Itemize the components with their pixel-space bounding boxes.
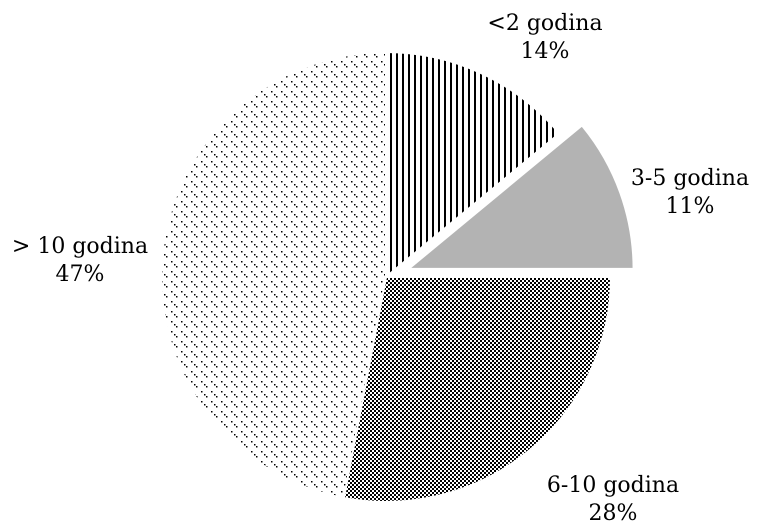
pie-slice-2	[405, 124, 635, 270]
slice-value-label-4: 47%	[56, 262, 105, 287]
slice-value-label-2: 11%	[666, 194, 715, 219]
slice-value-label-3: 28%	[589, 501, 638, 523]
slice-label-1: <2 godina	[487, 11, 602, 36]
slice-label-4: > 10 godina	[12, 234, 148, 259]
pie-slice-3	[342, 276, 613, 503]
slice-label-2: 3-5 godina	[631, 166, 749, 191]
pie-labels: <2 godina 14% 3-5 godina 11% 6-10 godina 28% >…	[12, 11, 749, 523]
pie-slice-4	[160, 50, 387, 500]
slice-label-3: 6-10 godina	[547, 473, 679, 498]
pie-slice-1	[385, 50, 561, 280]
pie-slices	[160, 50, 635, 503]
slice-value-label-1: 14%	[521, 39, 570, 64]
